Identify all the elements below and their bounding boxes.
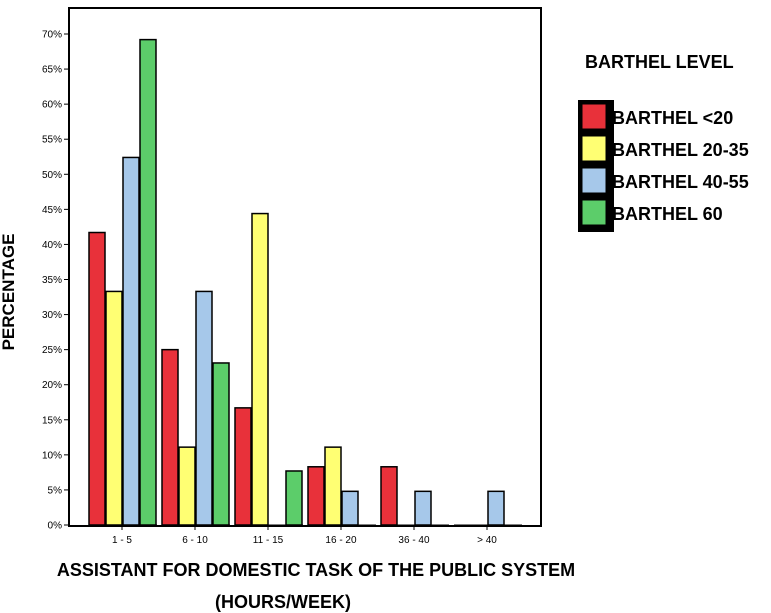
bar-barthel-40-55-5 [487, 490, 505, 526]
y-tick-label: 0% [48, 521, 63, 532]
bar-barthel-20-35-1 [178, 446, 196, 526]
legend-label: BARTHEL 40-55 [612, 172, 749, 192]
legend-title: BARTHEL LEVEL [585, 52, 734, 72]
legend-swatch-barthel-60 [581, 199, 607, 226]
y-tick-label: 45% [42, 205, 62, 216]
legend-label: BARTHEL 20-35 [612, 140, 749, 160]
x-tick-label: 36 - 40 [398, 535, 430, 546]
y-tick-label: 70% [42, 30, 62, 41]
y-tick-label: 20% [42, 380, 62, 391]
y-tick-label: 15% [42, 415, 62, 426]
y-tick-label: 30% [42, 310, 62, 321]
x-tick-label: 1 - 5 [112, 535, 132, 546]
x-tick-label: 6 - 10 [182, 535, 208, 546]
bar-barthel-40-55-1 [195, 290, 213, 526]
y-tick-label: 65% [42, 65, 62, 76]
bar-barthel-40-55-0 [122, 156, 140, 526]
y-tick-label: 60% [42, 100, 62, 111]
bar-barthel-40-55-3 [341, 490, 359, 526]
y-tick-label: 5% [48, 485, 63, 496]
bar-barthel-20-2 [234, 407, 252, 526]
bar-barthel-20-0 [88, 231, 106, 526]
y-tick-label: 25% [42, 345, 62, 356]
bar-barthel-60-0 [139, 38, 157, 526]
y-tick-label: 50% [42, 170, 62, 181]
y-tick-label: 40% [42, 240, 62, 251]
y-tick-label: 55% [42, 135, 62, 146]
x-axis-ticks: 1 - 5 6 - 10 11 - 15 16 - 20 36 - 40 > 40 [112, 526, 497, 546]
legend-swatch-barthel-20-35 [581, 135, 607, 162]
bar-barthel-20-35-0 [105, 290, 123, 526]
legend-swatch-barthel-40-55 [581, 167, 607, 194]
y-tick-label: 10% [42, 450, 62, 461]
bar-barthel-20-1 [161, 348, 179, 526]
bar-barthel-60-2 [285, 470, 303, 526]
bar-barthel-60-1 [212, 362, 230, 526]
x-axis-title-line2: (HOURS/WEEK) [215, 592, 351, 612]
legend-label: BARTHEL <20 [612, 108, 733, 128]
legend-label: BARTHEL 60 [612, 204, 723, 224]
y-tick-label: 35% [42, 275, 62, 286]
x-axis-title-line1: ASSISTANT FOR DOMESTIC TASK OF THE PUBLI… [57, 560, 575, 580]
x-tick-label: > 40 [477, 535, 497, 546]
bar-barthel-20-3 [307, 466, 325, 526]
bar-barthel-20-35-2 [251, 212, 269, 526]
x-tick-label: 16 - 20 [325, 535, 357, 546]
legend-swatch-barthel-20 [581, 103, 607, 130]
x-tick-label: 11 - 15 [253, 535, 284, 546]
legend: BARTHEL <20 BARTHEL 20-35 BARTHEL 40-55 BAR… [578, 100, 749, 232]
bar-barthel-20-4 [380, 466, 398, 526]
bars [88, 38, 522, 526]
y-axis-ticks: 0% 5% 10% 15% 20% 25% 30% 35% 40% 45% 50% 55% 60% 65%… [42, 30, 69, 532]
bar-barthel-20-35-3 [324, 446, 342, 526]
y-axis-title: PERCENTAGE [0, 234, 18, 351]
bar-barthel-40-55-4 [414, 490, 432, 526]
